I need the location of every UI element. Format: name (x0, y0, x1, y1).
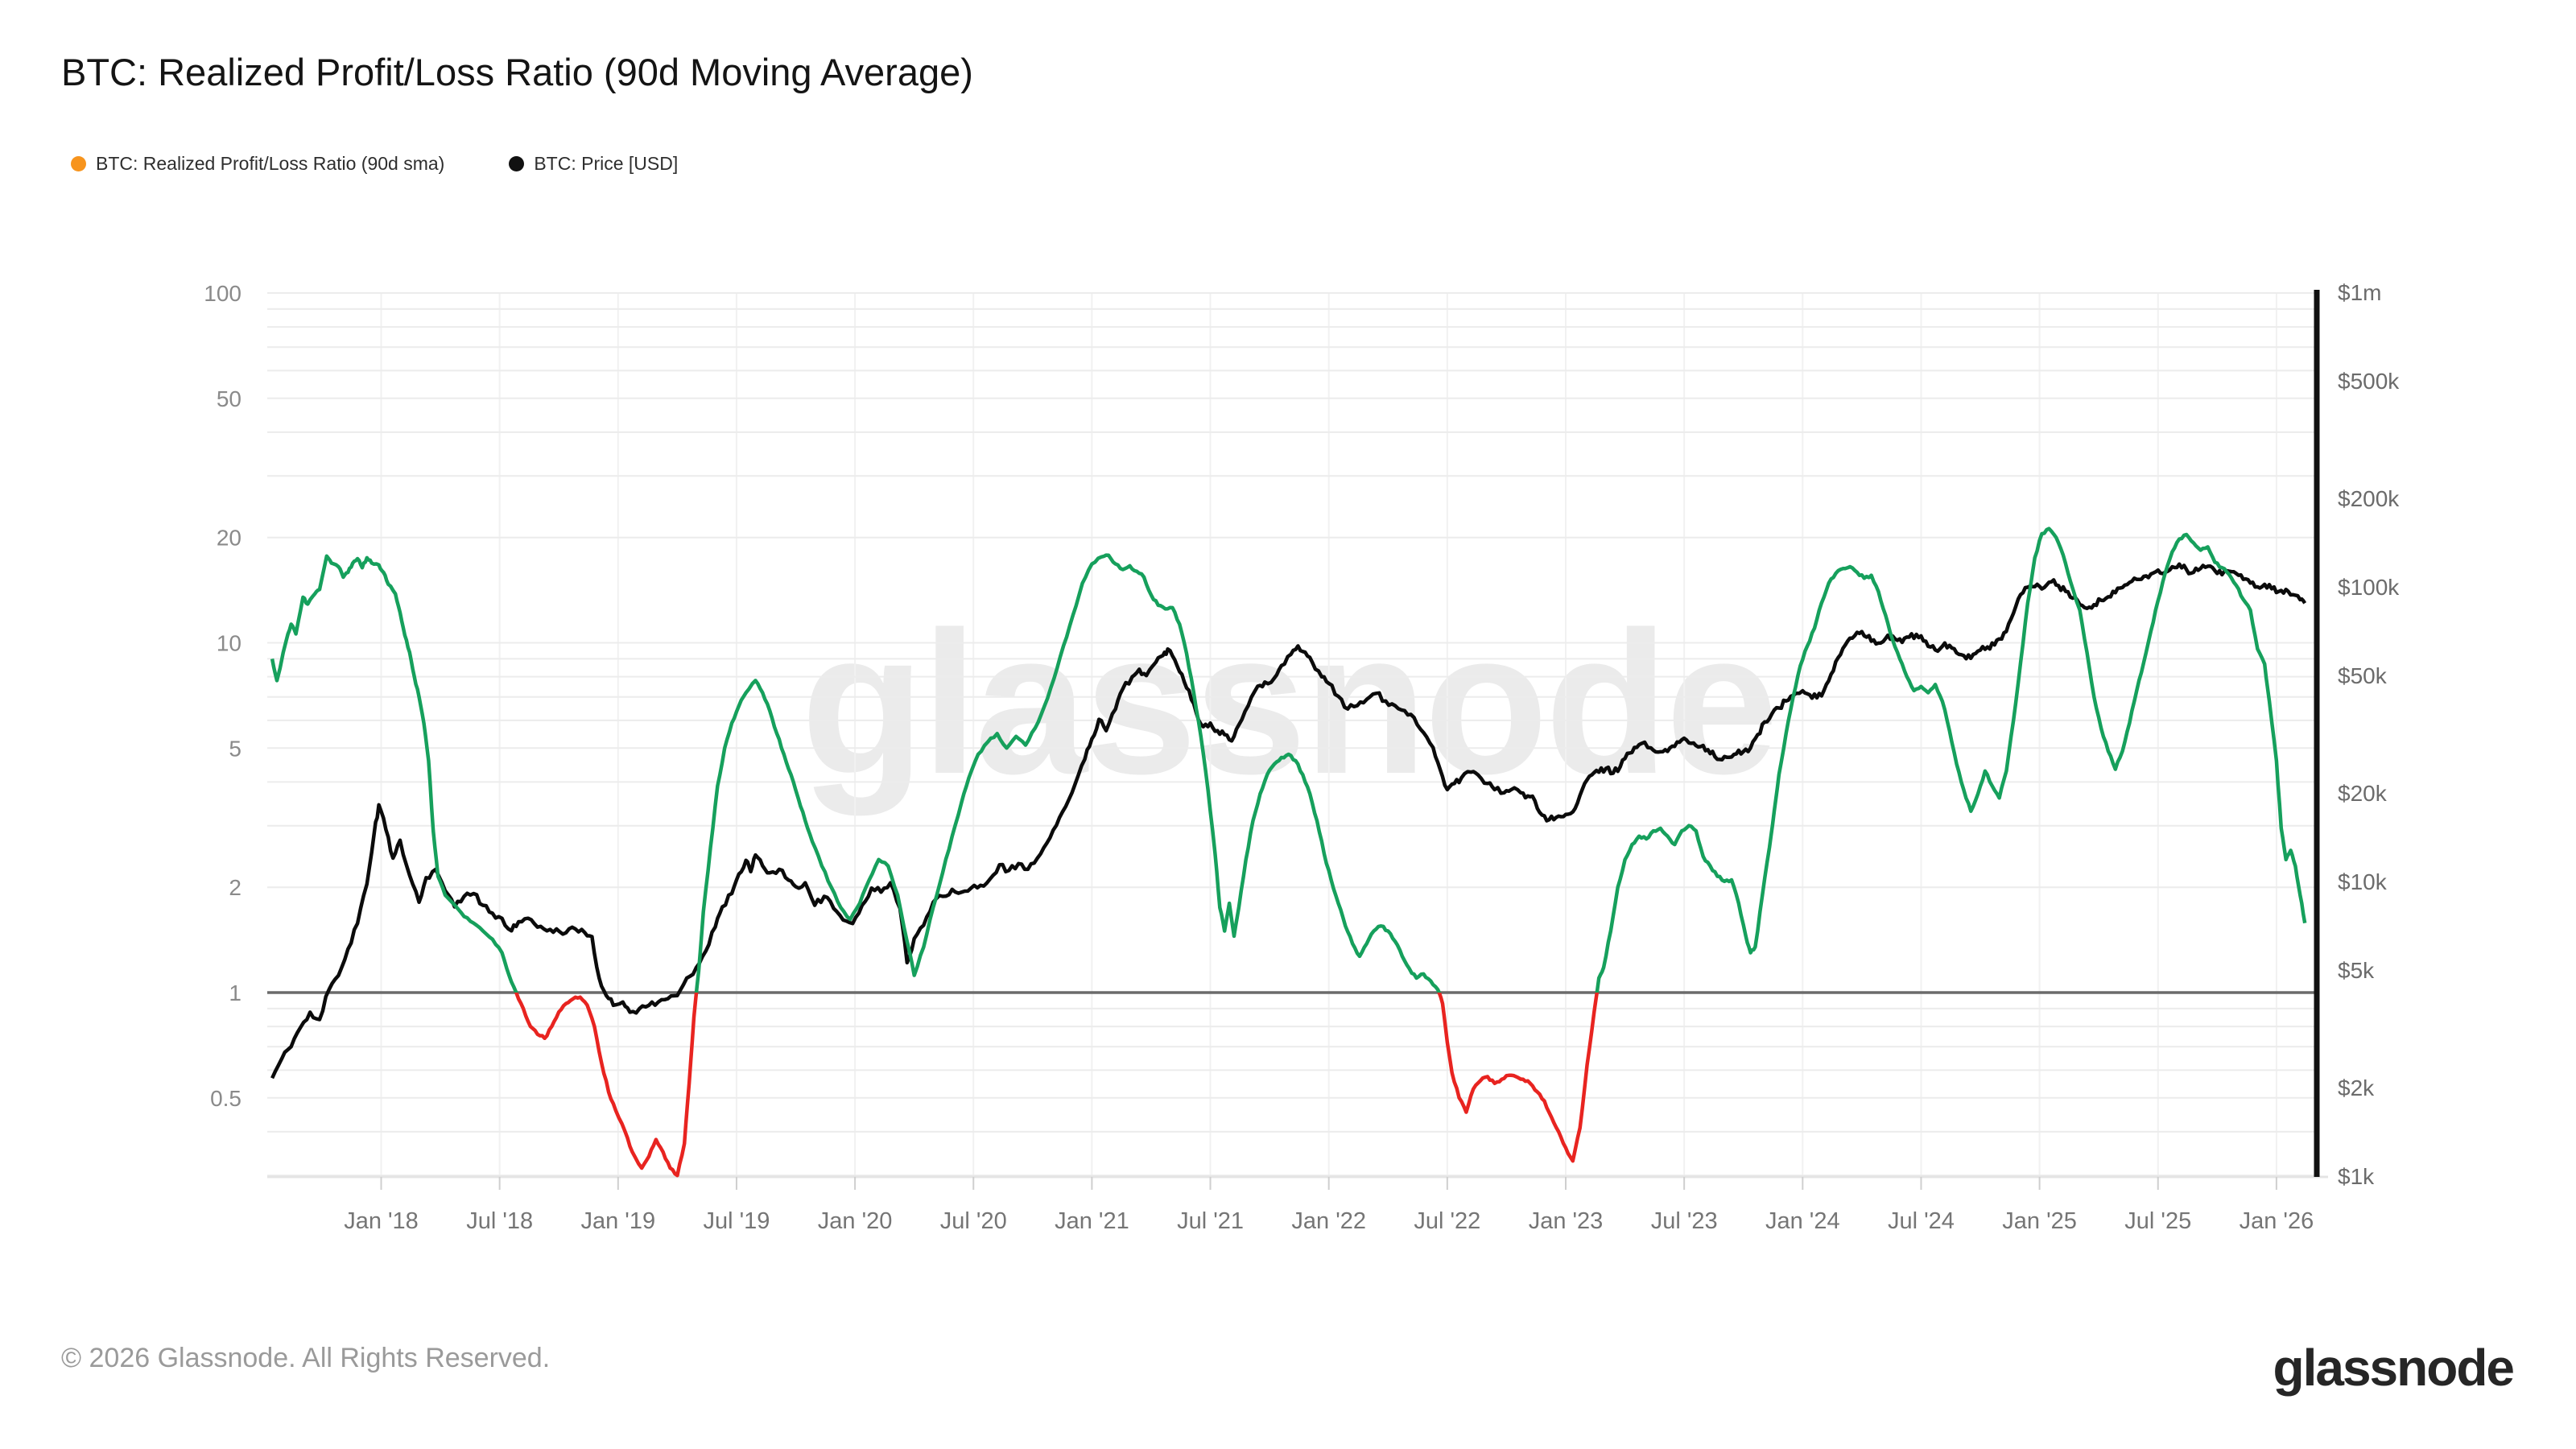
ratio-line-loss (514, 993, 1600, 1178)
right-axis-label: $20k (2338, 781, 2388, 806)
left-axis-label: 10 (217, 631, 242, 656)
right-axis-label: $200k (2338, 486, 2400, 511)
price-series-dot-icon (509, 156, 525, 171)
right-axis-label: $1k (2338, 1164, 2375, 1189)
left-axis-label: 100 (204, 281, 242, 306)
price-line (270, 562, 2307, 1080)
right-axis-label: $100k (2338, 575, 2400, 600)
legend-item-price[interactable]: BTC: Price [USD] (509, 153, 678, 175)
x-tick-label: Jul '20 (940, 1208, 1007, 1234)
ratio-line-profit (270, 526, 2307, 993)
x-tick-label: Jan '24 (1765, 1208, 1840, 1234)
left-axis-label: 1 (229, 980, 242, 1005)
x-tick-label: Jan '21 (1055, 1208, 1129, 1234)
right-axis-label: $5k (2338, 958, 2375, 983)
legend-item-price-label: BTC: Price [USD] (534, 153, 679, 174)
glassnode-logo: glassnode (2273, 1339, 2515, 1397)
x-tick-label: Jul '25 (2124, 1208, 2191, 1234)
ratio-series-dot-icon (71, 156, 86, 171)
x-tick-label: Jul '19 (703, 1208, 770, 1234)
x-tick-label: Jul '24 (1888, 1208, 1955, 1234)
left-axis-label: 0.5 (210, 1086, 242, 1111)
right-axis-label: $10k (2338, 869, 2388, 894)
watermark: glassnode (801, 590, 1775, 816)
right-axis-label: $500k (2338, 369, 2400, 394)
x-tick-label: Jul '21 (1177, 1208, 1244, 1234)
legend-item-ratio[interactable]: BTC: Realized Profit/Loss Ratio (90d sma… (71, 153, 444, 175)
legend: BTC: Realized Profit/Loss Ratio (90d sma… (71, 153, 678, 175)
left-axis-label: 2 (229, 875, 242, 900)
legend-item-ratio-label: BTC: Realized Profit/Loss Ratio (90d sma… (96, 153, 445, 174)
x-tick-label: Jan '18 (344, 1208, 419, 1234)
copyright-text: © 2026 Glassnode. All Rights Reserved. (61, 1343, 551, 1373)
x-tick-label: Jan '23 (1529, 1208, 1604, 1234)
x-tick-label: Jan '19 (580, 1208, 655, 1234)
left-axis-label: 20 (217, 526, 242, 551)
x-tick-label: Jan '26 (2240, 1208, 2314, 1234)
right-axis-label: $50k (2338, 663, 2388, 688)
x-tick-label: Jan '25 (2002, 1208, 2077, 1234)
page-title: BTC: Realized Profit/Loss Ratio (90d Mov… (61, 51, 973, 93)
right-axis-label: $2k (2338, 1075, 2375, 1100)
x-tick-label: Jul '18 (466, 1208, 533, 1234)
x-tick-label: Jul '22 (1414, 1208, 1480, 1234)
right-axis-label: $1m (2338, 280, 2381, 305)
x-tick-label: Jul '23 (1651, 1208, 1718, 1234)
left-axis-label: 50 (217, 386, 242, 411)
x-tick-label: Jan '22 (1291, 1208, 1366, 1234)
left-axis-label: 5 (229, 736, 242, 761)
x-tick-label: Jan '20 (818, 1208, 893, 1234)
